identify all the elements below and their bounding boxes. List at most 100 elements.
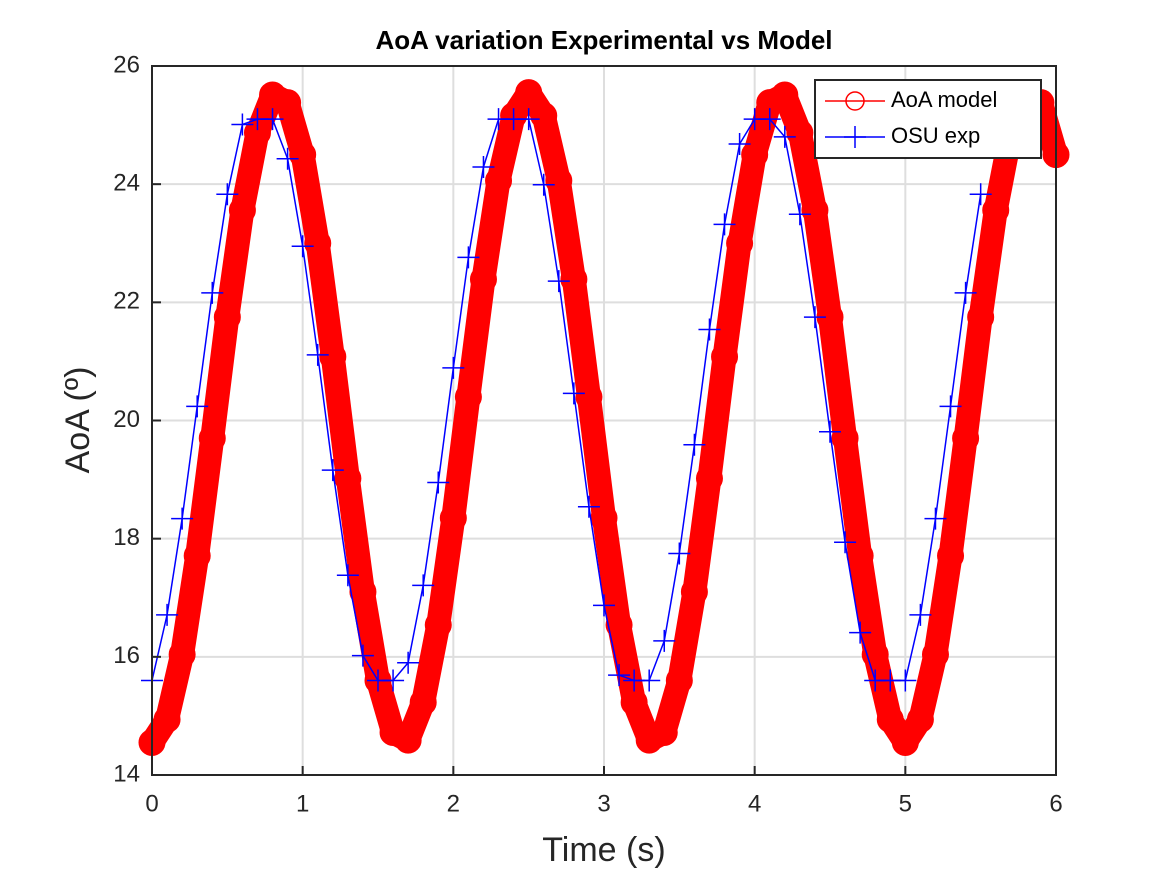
plus-marker — [291, 235, 314, 258]
plus-marker — [593, 594, 615, 617]
y-tick-label: 18 — [113, 524, 140, 551]
circle-marker — [213, 303, 241, 331]
plus-marker — [577, 495, 600, 518]
plus-marker — [186, 395, 209, 418]
y-axis-label: AoA (º) — [59, 367, 97, 474]
circle-marker — [319, 343, 347, 371]
circle-marker — [921, 640, 949, 668]
legend: AoA model OSU exp — [814, 79, 1042, 159]
plus-marker — [698, 318, 721, 341]
circle-marker — [650, 718, 678, 746]
circle-marker — [937, 542, 965, 570]
plus-marker — [517, 108, 540, 131]
circle-marker — [665, 666, 693, 694]
circle-marker — [153, 705, 181, 733]
plot-content — [138, 79, 1070, 757]
circle-marker — [274, 89, 302, 117]
circle-marker — [967, 303, 995, 331]
circle-marker — [982, 196, 1010, 224]
circle-marker — [469, 265, 497, 293]
plus-marker — [261, 108, 284, 131]
circle-marker — [846, 542, 874, 570]
plus-marker — [834, 531, 857, 554]
plus-marker — [969, 183, 992, 206]
plus-marker — [547, 270, 570, 293]
x-tick-label: 0 — [145, 790, 158, 817]
plus-marker — [442, 356, 465, 379]
plus-marker — [653, 629, 676, 652]
circle-marker — [845, 91, 865, 111]
circle-marker — [891, 729, 919, 757]
circle-marker — [695, 464, 723, 492]
plus-marker — [954, 281, 977, 304]
plus-marker — [683, 433, 706, 456]
circle-marker — [485, 167, 513, 195]
circle-marker — [771, 81, 799, 109]
circle-marker — [289, 141, 317, 169]
circle-marker — [349, 578, 377, 606]
circle-marker — [454, 383, 482, 411]
plus-marker — [894, 669, 917, 692]
series-line — [140, 80, 1068, 755]
y-tick-label: 26 — [113, 51, 140, 78]
circle-marker — [741, 141, 769, 169]
plus-marker — [412, 574, 435, 597]
circle-marker — [952, 424, 980, 452]
circle-marker — [183, 542, 211, 570]
x-tick-label: 3 — [597, 790, 610, 817]
circle-marker — [831, 424, 859, 452]
plus-marker — [562, 382, 585, 405]
circle-marker — [906, 705, 934, 733]
series — [138, 79, 1070, 757]
plus-marker — [231, 113, 254, 136]
series-line — [151, 118, 982, 682]
x-tick-label: 4 — [748, 790, 761, 817]
x-tick-label: 5 — [899, 790, 912, 817]
plus-marker — [382, 669, 405, 692]
plus-marker — [171, 507, 194, 530]
plus-marker — [201, 281, 224, 304]
chart-title: AoA variation Experimental vs Model — [375, 25, 832, 55]
y-tick-label: 24 — [113, 170, 140, 197]
plus-marker — [321, 459, 344, 482]
plus-marker — [427, 471, 450, 494]
circle-marker — [861, 640, 889, 668]
x-tick-label: 6 — [1049, 790, 1062, 817]
plus-marker — [532, 173, 555, 196]
circle-marker — [334, 464, 362, 492]
plus-marker — [276, 147, 299, 170]
plus-marker — [788, 203, 811, 226]
circle-marker — [409, 688, 437, 716]
plus-marker — [216, 183, 239, 206]
y-tick-label: 14 — [113, 760, 140, 787]
circle-marker — [876, 705, 904, 733]
plus-marker — [457, 246, 480, 269]
plus-marker — [939, 395, 962, 418]
circle-marker — [711, 343, 739, 371]
plus-marker — [849, 621, 872, 644]
plus-marker — [336, 564, 359, 587]
plus-marker — [758, 108, 781, 131]
circle-marker — [168, 640, 196, 668]
circle-marker — [424, 611, 452, 639]
plus-marker — [156, 603, 179, 626]
circle-marker — [394, 726, 422, 754]
circle-marker — [590, 504, 618, 532]
plus-marker — [397, 651, 420, 674]
plus-marker — [844, 126, 866, 148]
legend-label: OSU exp — [891, 123, 980, 148]
y-tick-label: 16 — [113, 642, 140, 669]
plus-marker — [728, 132, 751, 155]
circle-marker — [560, 265, 588, 293]
x-axis-label: Time (s) — [542, 831, 665, 869]
circle-marker — [304, 229, 332, 257]
plus-marker — [472, 156, 495, 179]
circle-marker — [726, 229, 754, 257]
circle-marker — [786, 119, 814, 147]
circle-marker — [515, 79, 543, 107]
plus-marker — [803, 306, 826, 329]
series — [141, 108, 992, 692]
plus-marker — [924, 507, 947, 530]
